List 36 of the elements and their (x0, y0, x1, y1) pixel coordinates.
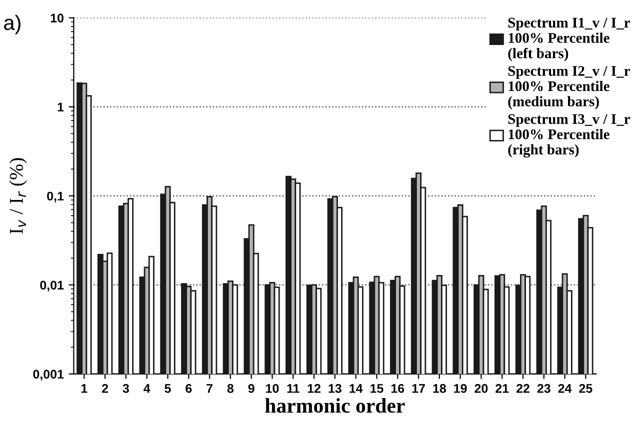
y-tick-label: 1 (58, 102, 64, 112)
x-tick-label: 23 (537, 384, 550, 393)
x-tick-label: 21 (496, 384, 509, 393)
x-tick-label: 19 (454, 384, 467, 393)
x-tick-label: 11 (287, 384, 300, 393)
text: a) (4, 14, 20, 34)
x-tick-label: 3 (122, 384, 129, 393)
y-tick-label: 0,01 (40, 280, 64, 292)
x-tick-label: 5 (164, 384, 171, 393)
y-tick-label: 0,1 (47, 192, 64, 202)
x-tick-label: 9 (248, 384, 254, 393)
x-tick-label: 24 (558, 384, 572, 393)
legend-label: Spectrum I2_v / I_r 100% Percentile (medium bars) (508, 66, 630, 110)
x-tick-label: 16 (391, 384, 404, 393)
y-tick-label: 0,001 (33, 370, 64, 380)
x-tick-label: 20 (474, 384, 488, 393)
x-tick-label: 10 (266, 384, 279, 393)
legend-label: Spectrum I3_v / I_r 100% Percentile (right bars) (508, 114, 630, 158)
x-tick-label: 8 (227, 384, 234, 393)
y-axis-title: I$_{v}$ / I$_{r}$ (%) (9, 158, 27, 234)
x-tick-label: 2 (102, 384, 108, 393)
x-axis-title: harmonic order (265, 398, 405, 413)
x-tick-label: 15 (370, 384, 384, 393)
x-tick-label: 22 (516, 384, 530, 393)
x-tick-label: 25 (579, 384, 592, 393)
x-tick-label: 12 (308, 384, 320, 393)
x-tick-label: 7 (206, 384, 212, 393)
x-tick-label: 18 (433, 384, 446, 393)
x-tick-label: 13 (328, 384, 342, 393)
x-tick-label: 6 (186, 384, 192, 393)
x-tick-label: 14 (350, 384, 363, 393)
legend-label: Spectrum I1_v / I_r 100% Percentile (left bars) (508, 18, 630, 62)
y-tick-label: 10 (50, 14, 64, 22)
x-tick-label: 17 (412, 384, 425, 393)
x-tick-label: 1 (81, 384, 88, 393)
x-tick-label: 4 (144, 384, 150, 393)
